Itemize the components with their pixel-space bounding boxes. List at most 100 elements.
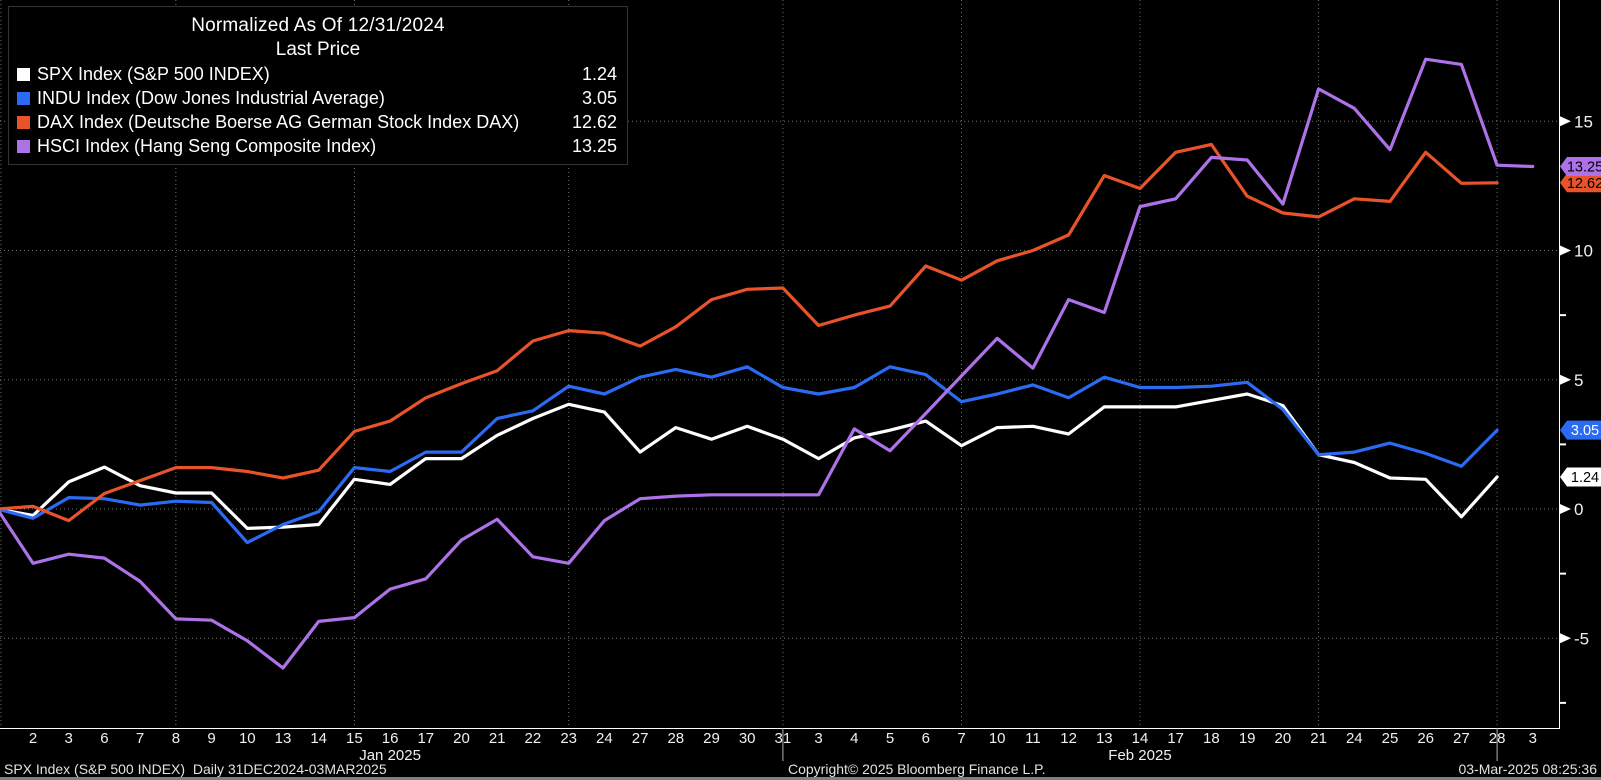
status-bar: SPX Index (S&P 500 INDEX) Daily 31DEC202… (0, 760, 1601, 777)
y-tick-label: 0 (1574, 500, 1583, 519)
month-label: Jan 2025 (359, 747, 421, 764)
x-tick-label: 15 (346, 730, 363, 747)
legend-title: Normalized As Of 12/31/2024 (191, 15, 445, 36)
x-tick-label: 10 (239, 730, 256, 747)
x-tick-label: 29 (703, 730, 720, 747)
x-tick-label: 23 (560, 730, 577, 747)
x-tick-label: 3 (814, 730, 822, 747)
status-copyright: Copyright© 2025 Bloomberg Finance L.P. (788, 761, 1046, 777)
x-tick-label: 28 (667, 730, 684, 747)
y-tick-arrow (1560, 245, 1571, 256)
x-tick-label: 13 (275, 730, 292, 747)
x-axis-labels: 2 3 6 7 8 9 10 13 14 15 16 17 20 21 22 23 24 27 28 29 30 31 3 4… (29, 730, 1537, 747)
month-label: Feb 2025 (1108, 747, 1171, 764)
legend-swatch-indu (17, 91, 30, 105)
y-axis-labels: 15 10 5 0 -5 (1560, 112, 1593, 648)
price-line-indu (0, 365, 1499, 545)
x-tick-label: 3 (1529, 730, 1537, 747)
y-tick-arrow (1560, 116, 1571, 127)
price-tag-value: 12.62 (1567, 176, 1601, 192)
x-tick-label: 12 (1060, 730, 1077, 747)
x-tick-label: 19 (1239, 730, 1256, 747)
x-tick-label: 30 (739, 730, 756, 747)
x-tick-label: 8 (172, 730, 180, 747)
price-tag-dax (1560, 173, 1601, 193)
legend-swatch-dax (17, 115, 30, 129)
y-axis-minor-ticks (1559, 314, 1566, 704)
y-tick-arrow (1560, 374, 1571, 385)
x-tick-label: 3 (65, 730, 73, 747)
legend-label: HSCI Index (Hang Seng Composite Index) (37, 135, 377, 156)
legend-last-value: 1.24 (581, 63, 617, 84)
price-tag-value: 1.24 (1571, 470, 1599, 486)
legend-row-hsci[interactable]: HSCI Index (Hang Seng Composite Index) 13… (9, 134, 627, 158)
legend-last-value: 12.62 (571, 111, 617, 132)
y-tick-label: 5 (1574, 371, 1583, 390)
horizontal-gridlines (0, 120, 1559, 639)
axis-frame (0, 0, 1560, 729)
x-tick-label: 6 (922, 730, 930, 747)
legend-subtitle: Last Price (275, 39, 361, 60)
x-tick-label: 22 (525, 730, 542, 747)
x-tick-label: 13 (1096, 730, 1113, 747)
x-tick-label: 17 (1167, 730, 1184, 747)
legend-row-spx[interactable]: SPX Index (S&P 500 INDEX) 1.24 (9, 62, 627, 86)
x-tick-label: 21 (1310, 730, 1327, 747)
x-tick-label: 24 (596, 730, 613, 747)
x-tick-label: 7 (136, 730, 144, 747)
y-tick-arrow (1560, 504, 1571, 514)
x-tick-label: 5 (886, 730, 894, 747)
chart-legend: Normalized As Of 12/31/2024 Last Price S… (8, 6, 628, 165)
price-line-dax (0, 142, 1499, 523)
x-tick-label: 11 (1025, 730, 1041, 747)
legend-last-value: 3.05 (581, 87, 617, 108)
x-tick-label: 27 (1453, 730, 1470, 747)
price-line-spx (0, 392, 1499, 531)
legend-swatch-hsci (17, 139, 30, 153)
y-tick-label: -5 (1574, 629, 1589, 648)
price-line-hsci (0, 57, 1535, 670)
x-tick-label: 27 (632, 730, 649, 747)
x-tick-label: 2 (29, 730, 37, 747)
x-tick-label: 24 (1346, 730, 1363, 747)
x-tick-label: 14 (310, 730, 327, 747)
price-tag-value: 3.05 (1571, 423, 1599, 439)
x-tick-label: 4 (850, 730, 858, 747)
price-tag-hsci (1560, 156, 1601, 176)
x-tick-label: 21 (489, 730, 506, 747)
x-tick-label: 14 (1132, 730, 1149, 747)
x-tick-label: 7 (957, 730, 965, 747)
window-bottom-edge (0, 777, 1601, 780)
x-tick-label: 25 (1382, 730, 1399, 747)
x-tick-label: 16 (382, 730, 399, 747)
legend-label: INDU Index (Dow Jones Industrial Average… (37, 87, 385, 108)
legend-row-indu[interactable]: INDU Index (Dow Jones Industrial Average… (9, 86, 627, 110)
vertical-gridlines (0, 0, 1498, 728)
x-tick-label: 20 (1275, 730, 1292, 747)
legend-swatch-spx (17, 67, 30, 81)
price-tag-spx (1560, 467, 1601, 487)
legend-label: DAX Index (Deutsche Boerse AG German Sto… (37, 111, 520, 132)
legend-last-value: 13.25 (571, 135, 617, 156)
x-tick-label: 9 (207, 730, 215, 747)
price-tag-value: 13.25 (1567, 159, 1601, 175)
y-tick-label: 10 (1574, 242, 1593, 261)
y-tick-arrow (1560, 633, 1571, 644)
status-timestamp: 03-Mar-2025 08:25:36 (1458, 761, 1597, 777)
x-tick-label: 18 (1203, 730, 1220, 747)
legend-rows: SPX Index (S&P 500 INDEX) 1.24 INDU Index … (9, 62, 627, 158)
legend-row-dax[interactable]: DAX Index (Deutsche Boerse AG German Sto… (9, 110, 627, 134)
legend-label: SPX Index (S&P 500 INDEX) (37, 63, 270, 84)
x-tick-label: 10 (989, 730, 1006, 747)
x-tick-label: 6 (100, 730, 108, 747)
status-security-info: SPX Index (S&P 500 INDEX) Daily 31DEC202… (4, 761, 387, 777)
x-tick-label: 20 (453, 730, 470, 747)
price-tag-indu (1560, 420, 1601, 440)
month-labels: Jan 2025 Feb 2025 (359, 747, 1171, 764)
x-tick-label: 26 (1417, 730, 1434, 747)
x-tick-label: 17 (417, 730, 434, 747)
y-tick-label: 15 (1574, 112, 1593, 131)
